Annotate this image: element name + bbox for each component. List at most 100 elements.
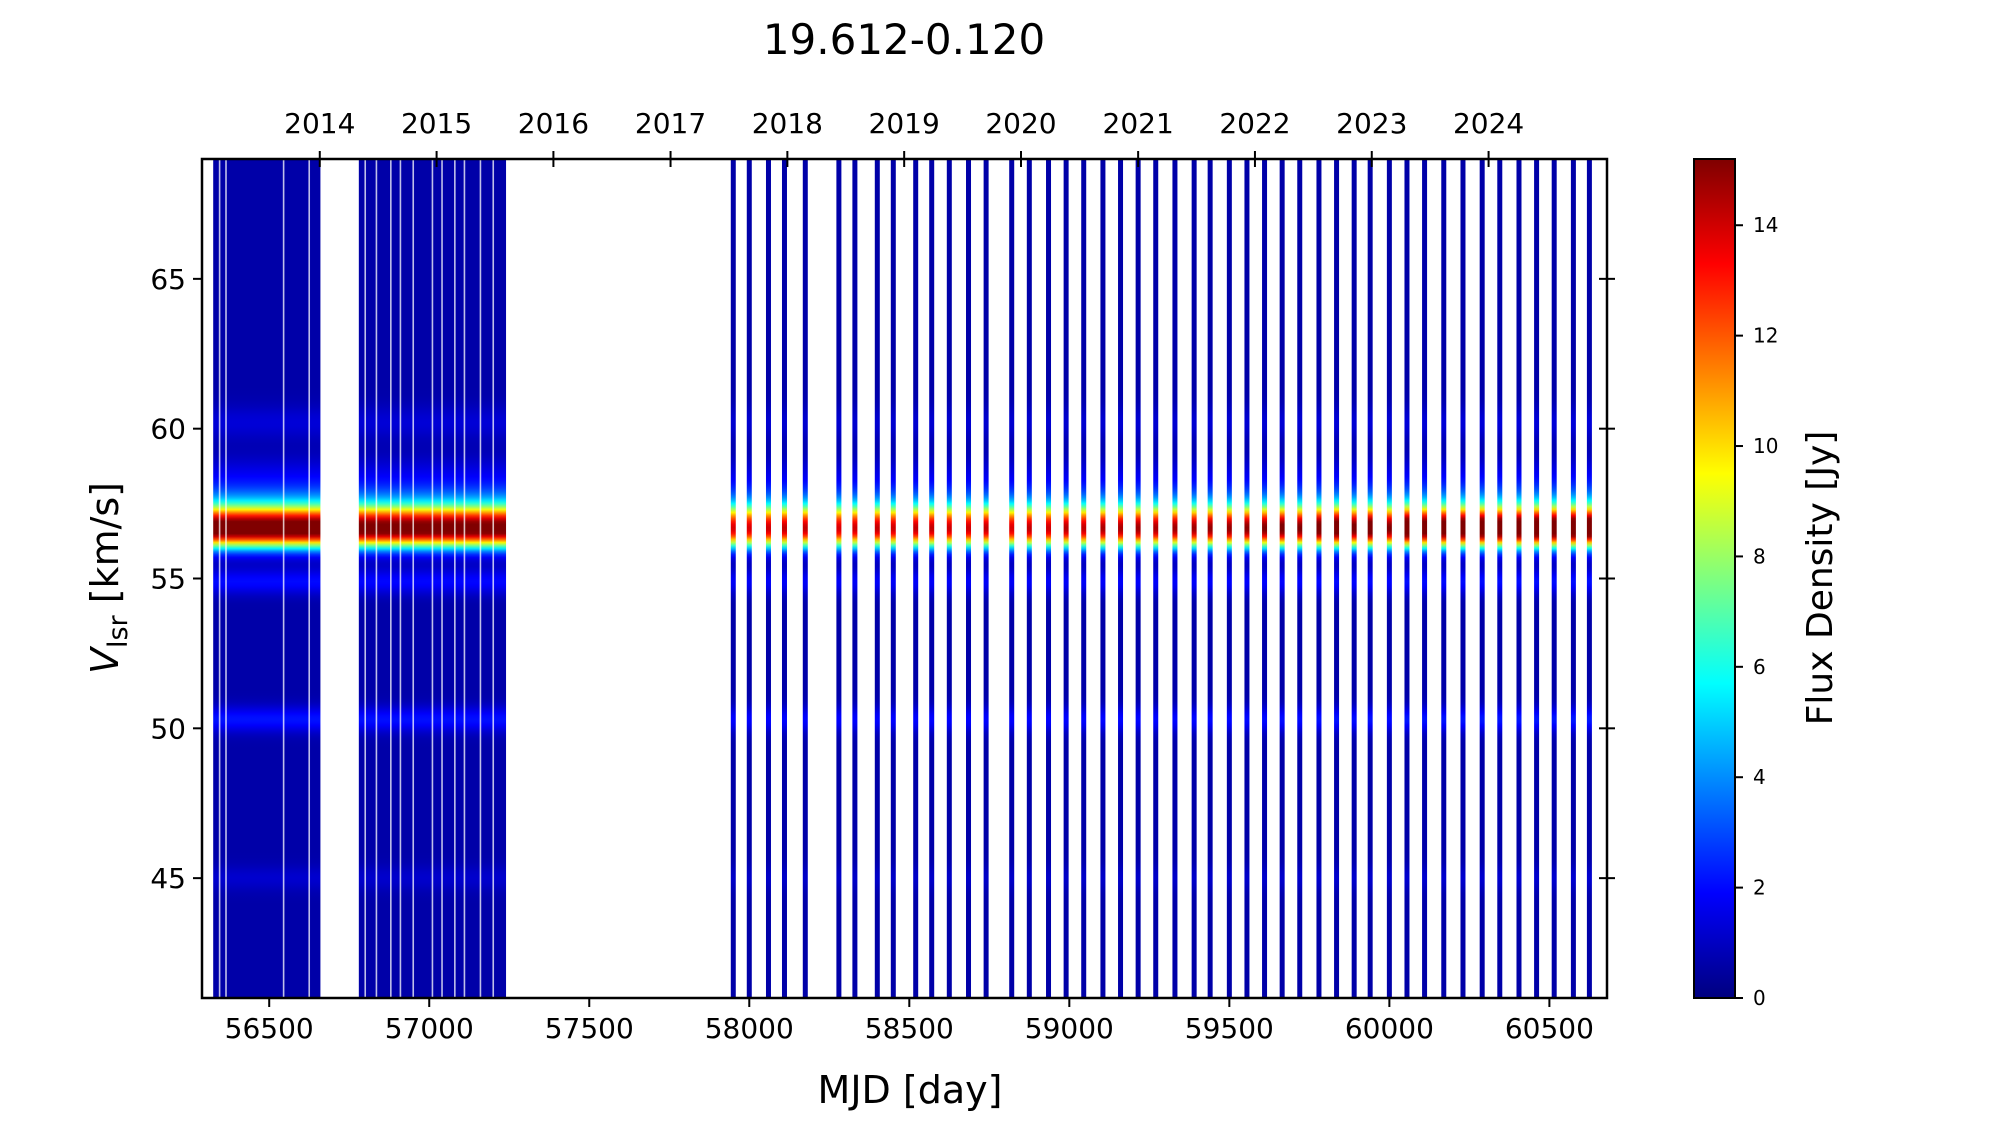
heatmap-epoch-column [1534,159,1540,998]
heatmap-epoch-column [852,159,858,998]
heatmap-epoch-column [1551,159,1557,998]
x-tick-label: 56500 [225,1012,314,1045]
heatmap-epoch-column [1367,159,1373,998]
heatmap-epoch-column [1009,159,1015,998]
top-tick-label: 2018 [752,107,823,140]
heatmap-epoch-column [1479,159,1485,998]
heatmap-epoch-column [874,159,880,998]
chart-title: 19.612-0.120 [763,15,1045,64]
x-tick-label: 57500 [545,1012,634,1045]
top-tick-label: 2020 [985,107,1056,140]
y-axis: 45 50 55 60 65 [150,263,1615,895]
heatmap-epoch-column [730,159,736,998]
x-tick-label: 58500 [865,1012,954,1045]
heatmap-gap [454,159,456,998]
heatmap-gap [390,159,392,998]
plot-area [213,159,1592,998]
heatmap-epoch-column [966,159,972,998]
y-tick-label: 50 [150,712,186,745]
heatmap-gap [431,159,434,998]
heatmap-epoch-column [913,159,919,998]
top-tick-label: 2023 [1336,107,1407,140]
heatmap-columns [213,159,1592,998]
heatmap-epoch-column [1586,159,1592,998]
heatmap-epoch-column [890,159,896,998]
heatmap-epoch-column [1026,159,1032,998]
y-tick-label: 45 [150,862,186,895]
heatmap-epoch-column [1207,159,1213,998]
heatmap-epoch-column [983,159,989,998]
x-axis-bottom: 56500 57000 57500 58000 58500 59000 59500 60000… [225,998,1594,1045]
x-axis-label: MJD [day] [818,1068,1003,1112]
heatmap-gap [364,159,367,998]
colorbar-ticks: 0 2 4 6 8 10 12 14 [1735,213,1778,1010]
heatmap-epoch-column [802,159,808,998]
colorbar: 0 2 4 6 8 10 12 14 [1693,158,1778,1010]
colorbar-tick-label: 2 [1753,876,1766,900]
heatmap-epoch-column [1441,159,1447,998]
heatmap-epoch-column [1404,159,1410,998]
heatmap-epoch-column [929,159,935,998]
heatmap-epoch-column [1063,159,1069,998]
heatmap-epoch-column [1153,159,1159,998]
top-tick-label: 2016 [518,107,589,140]
y-axis-label-unit: [km/s] [83,482,127,615]
y-axis-label: Vlsr [km/s] [83,482,134,674]
heatmap-epoch-column [1244,159,1250,998]
heatmap-epoch-column [1226,159,1232,998]
heatmap-epoch-column [1118,159,1124,998]
heatmap-epoch-column [1460,159,1466,998]
heatmap-epoch-column [1191,159,1197,998]
heatmap-gap [412,159,415,998]
x-tick-label: 59500 [1185,1012,1274,1045]
y-tick-label: 65 [150,263,186,296]
heatmap-gap [441,159,443,998]
heatmap-epoch-column [1279,159,1285,998]
heatmap-gap [218,159,221,998]
colorbar-tick-label: 12 [1753,324,1778,348]
colorbar-tick-label: 0 [1753,986,1766,1010]
x-tick-label: 60500 [1505,1012,1594,1045]
heatmap-gap [375,159,378,998]
top-tick-label: 2021 [1103,107,1174,140]
y-tick-label: 60 [150,413,186,446]
heatmap-epoch-column [1422,159,1428,998]
heatmap-epoch-column [1135,159,1141,998]
heatmap-epoch-column [1516,159,1522,998]
colorbar-tick-label: 6 [1753,655,1766,679]
top-tick-label: 2015 [401,107,472,140]
heatmap-gap [308,159,311,998]
x-tick-label: 57000 [385,1012,474,1045]
heatmap-gap [225,159,227,998]
x-tick-label: 60000 [1345,1012,1434,1045]
top-tick-label: 2014 [284,107,355,140]
heatmap-segment [213,159,321,998]
colorbar-label: Flux Density [Jy] [1800,431,1841,726]
colorbar-tick-label: 14 [1753,213,1778,237]
top-tick-label: 2017 [635,107,706,140]
heatmap-epoch-column [1297,159,1303,998]
y-tick-label: 55 [150,563,186,596]
heatmap-epoch-column [781,159,787,998]
top-tick-label: 2024 [1453,107,1524,140]
heatmap-epoch-column [1262,159,1268,998]
heatmap-epoch-column [836,159,842,998]
heatmap-gap [282,159,285,998]
heatmap-epoch-column [1081,159,1087,998]
heatmap-epoch-column [1497,159,1503,998]
heatmap-epoch-column [1351,159,1357,998]
x-axis-top-years: 2014 2015 2016 2017 2018 2019 2020 2021 2022 2023… [284,107,1524,167]
heatmap-gap [479,159,482,998]
heatmap-epoch-column [1316,159,1322,998]
colorbar-gradient [1693,158,1736,999]
heatmap-epoch-column [765,159,771,998]
x-tick-label: 59000 [1025,1012,1114,1045]
top-tick-label: 2019 [869,107,940,140]
heatmap-epoch-column [946,159,952,998]
x-tick-label: 58000 [705,1012,794,1045]
colorbar-tick-label: 8 [1753,544,1766,568]
heatmap-epoch-column [1172,159,1178,998]
heatmap-gap [399,159,402,998]
heatmap-epoch-column [1570,159,1576,998]
